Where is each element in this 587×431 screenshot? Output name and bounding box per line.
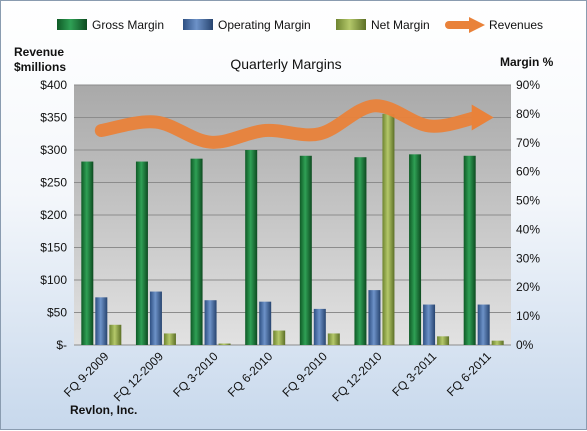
x-tick-label: FQ 12-2009 [111, 349, 166, 404]
x-tick-label: FQ 6-2010 [225, 349, 276, 400]
chart-title: Quarterly Margins [230, 56, 341, 72]
net-margin-bar [491, 340, 504, 345]
x-tick-label: FQ 3-2011 [389, 349, 439, 399]
operating-margin-bar [95, 297, 108, 345]
gross-margin-bar [135, 161, 148, 345]
legend-swatch-operating-margin [183, 19, 213, 30]
net-margin-bar [437, 336, 450, 345]
left-tick-label: $250 [40, 176, 67, 190]
bars-group [81, 113, 504, 345]
right-tick-label: 0% [516, 338, 534, 352]
net-margin-bar [273, 330, 286, 345]
operating-margin-bar [477, 304, 490, 345]
right-tick-label: 20% [516, 280, 540, 294]
left-tick-label: $- [56, 338, 67, 352]
operating-margin-bar [313, 308, 326, 345]
legend-swatch-net-margin [336, 19, 366, 30]
left-tick-label: $200 [40, 208, 67, 222]
net-margin-bar [382, 113, 395, 345]
revenues-arrowhead [471, 104, 494, 131]
right-axis-ticks: 0% 10% 20% 30% 40% 50% 60% 70% 80% 90% [516, 78, 540, 352]
net-margin-bar [218, 343, 231, 345]
left-tick-label: $100 [40, 273, 67, 287]
right-tick-label: 80% [516, 107, 540, 121]
x-axis-ticks: FQ 9-2009 FQ 12-2009 FQ 3-2010 FQ 6-2010 FQ … [61, 349, 494, 404]
left-tick-label: $350 [40, 111, 67, 125]
operating-margin-bar [149, 291, 162, 345]
legend-swatch-gross-margin [57, 19, 87, 30]
right-axis-label: Margin % [500, 55, 554, 69]
right-tick-label: 30% [516, 251, 540, 265]
x-tick-label: FQ 9-2010 [279, 349, 330, 400]
gross-margin-bar [299, 155, 312, 345]
left-axis-ticks: $- $50 $100 $150 $200 $250 $300 $350 $400 [40, 78, 67, 352]
gross-margin-bar [81, 161, 94, 345]
legend-arrow-revenues [469, 17, 485, 33]
net-margin-bar [109, 324, 122, 345]
right-tick-label: 70% [516, 136, 540, 150]
operating-margin-bar [423, 304, 436, 345]
right-tick-label: 60% [516, 165, 540, 179]
left-axis-label-line1: Revenue [14, 45, 64, 59]
legend-label-gross-margin: Gross Margin [92, 18, 164, 32]
x-tick-label: FQ 3-2010 [170, 349, 221, 400]
legend-label-operating-margin: Operating Margin [218, 18, 311, 32]
legend: Gross Margin Operating Margin Net Margin… [57, 17, 543, 33]
x-tick-label: FQ 12-2010 [329, 349, 384, 404]
left-tick-label: $50 [47, 306, 67, 320]
gross-margin-bar [463, 155, 476, 345]
left-axis-label-line2: $millions [14, 60, 66, 74]
x-tick-label: FQ 6-2011 [444, 349, 494, 399]
operating-margin-bar [368, 290, 381, 345]
gross-margin-bar [409, 154, 422, 345]
right-tick-label: 50% [516, 194, 540, 208]
right-tick-label: 10% [516, 309, 540, 323]
operating-margin-bar [259, 301, 272, 345]
legend-label-net-margin: Net Margin [371, 18, 430, 32]
right-tick-label: 40% [516, 222, 540, 236]
left-tick-label: $400 [40, 78, 67, 92]
net-margin-bar [163, 333, 176, 345]
gross-margin-bar [190, 158, 203, 345]
right-tick-label: 90% [516, 78, 540, 92]
legend-label-revenues: Revenues [489, 18, 543, 32]
x-tick-label: FQ 9-2009 [61, 349, 112, 400]
left-tick-label: $150 [40, 241, 67, 255]
net-margin-bar [327, 333, 340, 345]
company-name: Revlon, Inc. [70, 403, 137, 417]
left-tick-label: $300 [40, 143, 67, 157]
gross-margin-bar [354, 157, 367, 345]
gross-margin-bar [245, 150, 258, 345]
operating-margin-bar [204, 300, 217, 345]
revenues-line [94, 99, 483, 149]
